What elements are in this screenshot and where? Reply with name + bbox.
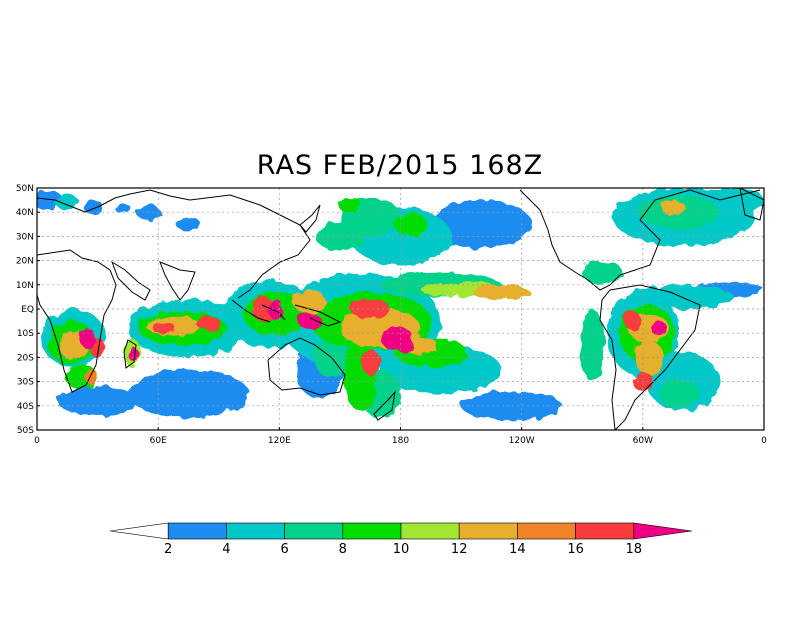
colorbar-label: 16 — [567, 542, 584, 557]
lat-label: 50S — [17, 426, 34, 436]
precip-cell-29 — [658, 379, 700, 409]
india-coastline — [159, 261, 196, 301]
precip-cell-67 — [396, 338, 413, 353]
precip-cell-2 — [113, 202, 130, 213]
precip-cell-52 — [661, 200, 686, 215]
lat-label: EQ — [21, 305, 34, 315]
lon-label: 60E — [150, 436, 167, 446]
lat-label: 10N — [16, 281, 34, 291]
colorbar-segment-high — [633, 522, 693, 540]
precip-cell-23 — [313, 338, 346, 377]
colorbar-segment — [575, 522, 635, 540]
new-zealand-coastline — [373, 390, 396, 421]
precip-cell-62 — [79, 328, 96, 348]
precip-cell-5 — [57, 386, 138, 416]
colorbar-segment — [458, 522, 518, 540]
arabia-coastline — [111, 260, 151, 301]
latitude-labels: 50N 40N 30N 20N 10N EQ 10S 20S 30S 40S 50S — [16, 184, 40, 436]
lat-label: 40S — [17, 402, 34, 412]
colorbar-label: 2 — [164, 542, 172, 557]
lon-label: 180 — [392, 436, 409, 446]
colorbar-segment-low — [109, 522, 169, 540]
colorbar-label: 8 — [339, 542, 347, 557]
europe-coastline — [37, 189, 191, 213]
precip-cell-40 — [394, 212, 427, 237]
lat-label: 10S — [17, 329, 34, 339]
precip-cell-11 — [55, 195, 80, 210]
precip-cell-10 — [430, 200, 532, 249]
greenland-coastline — [739, 188, 764, 221]
precip-cell-27 — [315, 221, 365, 251]
lon-label: 0 — [761, 436, 767, 446]
colorbar-segment — [167, 522, 227, 540]
precip-cell-6 — [127, 369, 250, 418]
colorbar-segment — [400, 522, 460, 540]
lat-label: 30S — [17, 378, 34, 388]
lat-label: 20S — [17, 353, 34, 363]
precip-cell-28 — [580, 309, 605, 382]
colorbar-segment — [517, 522, 576, 540]
longitude-labels: 0 60E 120E 180 120W 60W 0 — [34, 427, 767, 446]
precip-cell-59 — [360, 350, 381, 375]
colorbar-segment — [284, 522, 344, 540]
lon-label: 60W — [633, 436, 653, 446]
indonesia-coastline — [231, 299, 342, 327]
precip-cell-55 — [152, 323, 177, 334]
lon-label: 120W — [509, 436, 535, 446]
colorbar-label: 10 — [393, 542, 410, 557]
gridlines — [37, 188, 764, 430]
precip-cell-39 — [337, 197, 363, 213]
colorbar: 2 4 6 8 10 12 14 16 18 — [109, 522, 693, 557]
colorbar-label: 18 — [626, 542, 643, 557]
precip-cell-56 — [196, 316, 221, 331]
precip-cell-4 — [176, 217, 201, 232]
lat-label: 40N — [16, 208, 34, 218]
lat-label: 30N — [16, 232, 34, 242]
asia-coastline — [189, 194, 311, 299]
colorbar-label: 6 — [280, 542, 288, 557]
madagascar-coastline — [123, 339, 137, 369]
precip-cell-46 — [293, 289, 326, 314]
precip-cell-63 — [129, 347, 138, 363]
precip-cell-20 — [632, 284, 734, 309]
precip-cell-30 — [582, 260, 623, 285]
map-title: RAS FEB/2015 168Z — [256, 150, 544, 181]
lon-label: 120E — [268, 436, 291, 446]
precip-cell-22 — [703, 188, 764, 213]
precip-cell-48 — [404, 335, 437, 355]
colorbar-label: 12 — [451, 542, 468, 557]
precip-cell-68 — [650, 321, 668, 336]
colorbar-segment — [226, 522, 285, 540]
north-america-coastline — [519, 189, 761, 291]
colorbar-label: 14 — [509, 542, 526, 557]
precip-cell-58 — [350, 299, 391, 319]
precip-cell-60 — [624, 311, 641, 331]
precip-cell-65 — [297, 313, 322, 329]
lon-label: 0 — [34, 436, 40, 446]
precip-cell-49 — [473, 284, 530, 300]
precip-cell-8 — [461, 391, 563, 421]
lat-label: 50N — [16, 184, 34, 194]
lat-label: 20N — [16, 257, 34, 267]
colorbar-label: 4 — [222, 542, 230, 557]
australia-coastline — [267, 337, 346, 396]
colorbar-segment — [342, 522, 402, 540]
